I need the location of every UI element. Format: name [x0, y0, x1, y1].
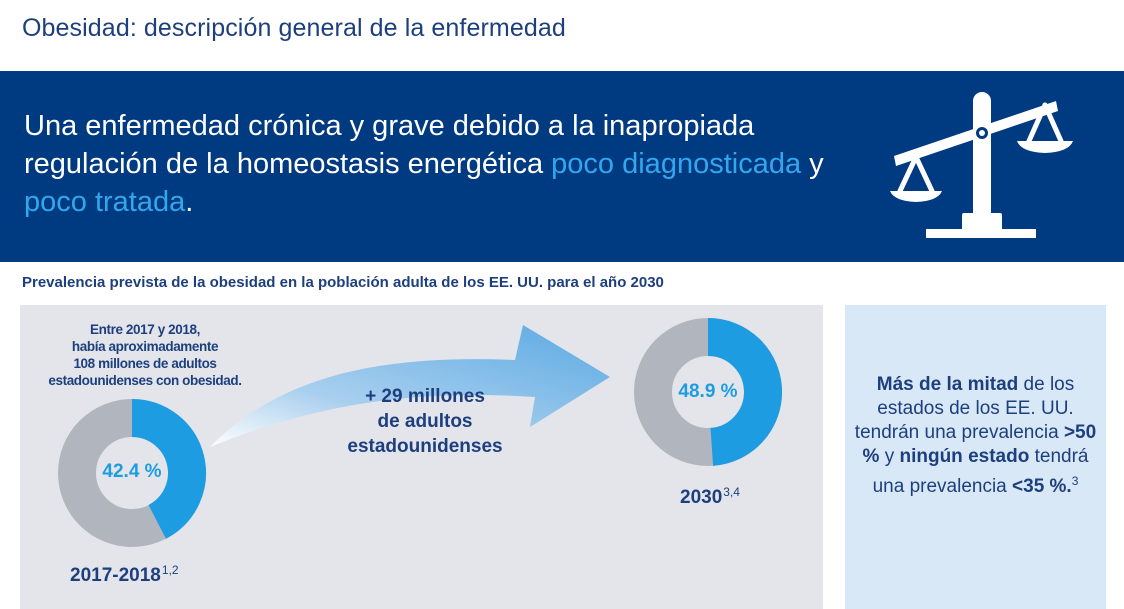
stat-bold-no-state: ningún estado	[899, 446, 1030, 467]
note-line: había aproximadamente	[71, 339, 219, 354]
banner-connector: y	[809, 148, 824, 180]
states-stat-text: Más de la mitad de los estados de los EE…	[845, 373, 1106, 499]
year-text: 2017-2018	[70, 565, 161, 586]
stat-text-part: y	[884, 446, 895, 467]
reference-superscript: 3	[1071, 474, 1079, 488]
banner-text-main: Una enfermedad crónica y grave debido a …	[24, 110, 755, 180]
stat-bold-over-50: >50 %	[862, 422, 1097, 467]
growth-arrow-icon	[210, 325, 610, 447]
year-label-2017-2018: 2017-20181,2	[70, 563, 179, 587]
increase-line: + 29 millones	[365, 386, 485, 407]
note-line: Entre 2017 y 2018,	[90, 322, 200, 337]
balance-scale-icon	[890, 92, 1073, 238]
reference-superscript: 3,4	[723, 485, 740, 499]
prevalence-panel: Entre 2017 y 2018, había aproximadamente…	[20, 305, 823, 609]
note-2017-2018: Entre 2017 y 2018, había aproximadamente…	[20, 321, 270, 389]
donut-chart-2030	[634, 318, 782, 466]
year-text: 2030	[680, 487, 723, 508]
donut-obesity-segment	[131, 399, 206, 539]
donut-chart-2017-2018	[58, 399, 206, 547]
stat-bold-under-35: <35 %.	[1012, 476, 1072, 497]
donut-obesity-segment	[707, 318, 782, 466]
increase-line: de adultos	[377, 411, 473, 432]
banner-statement: Una enfermedad crónica y grave debido a …	[24, 107, 844, 221]
data-label-2030: 48.9 %	[678, 381, 738, 402]
note-line: 108 millones de adultos	[73, 356, 217, 371]
banner-end: .	[185, 186, 194, 218]
reference-superscript: 1,2	[161, 563, 179, 577]
data-label-2017-2018: 42.4 %	[102, 461, 162, 482]
stat-text-part: de los estados de los EE. UU. tendrán un…	[854, 374, 1075, 443]
increase-line: estadounidenses	[347, 436, 503, 457]
year-label-2030: 20303,4	[680, 485, 740, 509]
stat-bold-majority: Más de la mitad	[876, 374, 1019, 395]
stat-text-part: tendrá una prevalencia	[872, 446, 1089, 497]
note-line: estadounidenses con obesidad.	[48, 373, 242, 388]
states-stat-panel: Más de la mitad de los estados de los EE…	[845, 305, 1106, 609]
banner-highlight-underdiagnosed: poco diagnosticada	[551, 148, 802, 180]
page-title: Obesidad: descripción general de la enfe…	[22, 14, 566, 42]
banner-highlight-undertreated: poco tratada	[24, 186, 186, 218]
banner: Una enfermedad crónica y grave debido a …	[0, 71, 1124, 262]
increase-callout: + 29 millones de adultos estadounidenses	[330, 384, 520, 459]
section-title: Prevalencia prevista de la obesidad en l…	[22, 274, 664, 291]
